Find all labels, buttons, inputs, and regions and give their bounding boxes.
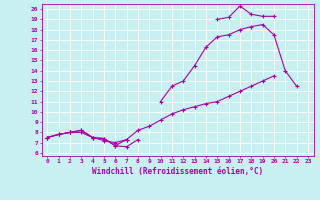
X-axis label: Windchill (Refroidissement éolien,°C): Windchill (Refroidissement éolien,°C) bbox=[92, 167, 263, 176]
